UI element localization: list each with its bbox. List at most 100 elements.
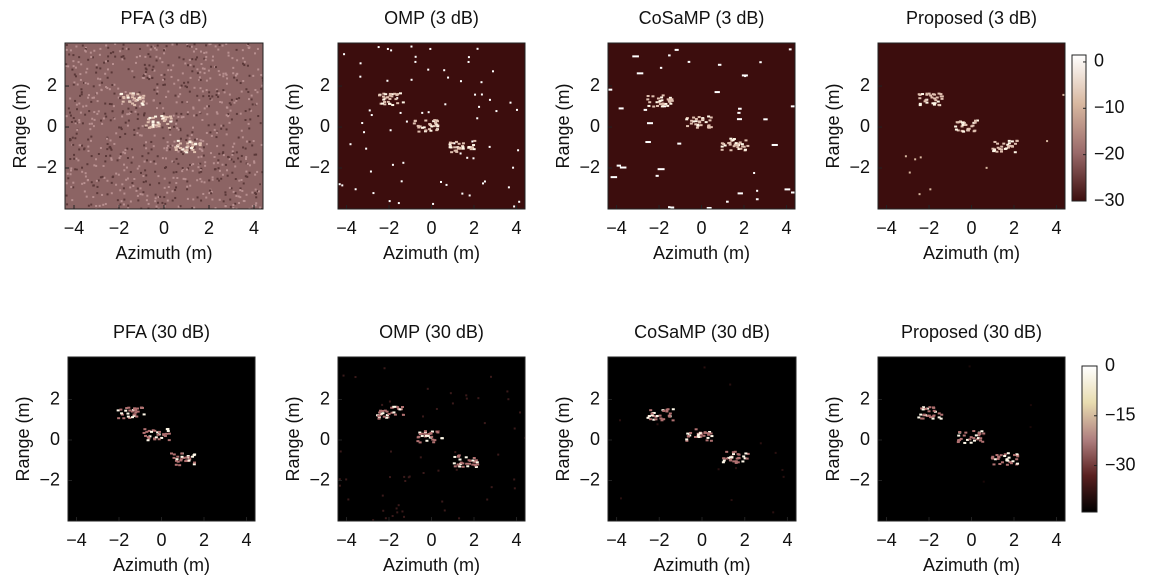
speckle <box>167 90 170 93</box>
target-spot <box>1007 139 1011 142</box>
speckle <box>89 128 92 131</box>
speckle <box>175 119 178 122</box>
speckle <box>259 122 262 125</box>
speckle <box>121 115 124 118</box>
speckle <box>518 411 521 414</box>
target-spot <box>126 96 130 99</box>
speckle <box>410 78 413 81</box>
target-spot <box>424 434 428 437</box>
speckle <box>397 504 400 507</box>
target-spot <box>706 126 710 129</box>
speckle <box>234 74 237 77</box>
target-spot <box>739 147 743 150</box>
target-spot <box>125 407 129 410</box>
speckle <box>111 110 114 113</box>
speckle <box>238 202 241 205</box>
speckle <box>233 142 236 145</box>
speckle <box>145 174 148 177</box>
target-spot <box>931 406 935 409</box>
y-tick-label: −2 <box>849 157 870 177</box>
speckle <box>200 63 203 66</box>
speckle <box>192 163 195 166</box>
speckle <box>737 111 741 114</box>
speckle <box>105 155 108 158</box>
speckle <box>65 44 68 47</box>
speckle <box>255 153 258 156</box>
speckle <box>370 114 373 117</box>
speckle <box>755 198 759 201</box>
speckle <box>245 140 248 143</box>
speckle <box>400 180 403 183</box>
speckle <box>156 201 159 204</box>
speckle <box>254 173 257 176</box>
speckle <box>207 105 210 108</box>
target-spot <box>135 415 139 418</box>
speckle <box>386 79 389 82</box>
speckle <box>453 142 456 145</box>
colorbar <box>1071 54 1087 202</box>
y-tick-label: 0 <box>320 429 330 449</box>
speckle <box>186 113 189 116</box>
speckle <box>72 117 75 120</box>
image-content <box>917 365 1032 483</box>
speckle <box>69 138 72 141</box>
speckle <box>165 45 168 48</box>
target-spot <box>732 460 736 463</box>
speckle <box>243 60 246 63</box>
speckle <box>106 136 109 139</box>
colorbar-tick-label: −10 <box>1094 97 1125 117</box>
speckle <box>138 105 141 108</box>
target-spot <box>958 431 962 434</box>
speckle <box>113 117 116 120</box>
speckle <box>175 157 178 160</box>
y-tick-label: 0 <box>860 116 870 136</box>
target-spot <box>650 414 654 417</box>
speckle <box>74 75 77 78</box>
speckle <box>78 102 81 105</box>
colorbar-tick-label: −15 <box>1105 405 1136 425</box>
speckle <box>173 82 176 85</box>
target-spot <box>198 142 202 145</box>
target-spot <box>665 410 669 413</box>
target-spot <box>436 125 440 128</box>
speckle <box>467 56 470 59</box>
target-spot <box>416 436 420 439</box>
speckle <box>774 451 777 454</box>
speckle <box>187 149 190 152</box>
target-spot <box>931 102 935 105</box>
speckle <box>97 179 100 182</box>
target-spot <box>666 104 670 107</box>
speckle <box>198 78 201 81</box>
speckle <box>759 442 762 445</box>
speckle <box>372 192 375 195</box>
target-spot <box>378 411 382 414</box>
speckle <box>118 126 121 129</box>
target-spot <box>474 465 478 468</box>
target-spot <box>174 146 178 149</box>
speckle <box>225 133 228 136</box>
speckle <box>220 101 223 104</box>
target-spot <box>393 413 397 416</box>
target-spot <box>974 434 978 437</box>
target-spot <box>386 100 390 103</box>
speckle <box>490 486 493 489</box>
speckle <box>248 127 251 130</box>
target-spot <box>972 430 976 433</box>
speckle <box>154 197 157 200</box>
speckle <box>171 199 174 202</box>
target-spot <box>185 146 189 149</box>
target-spot <box>741 460 745 463</box>
target-spot <box>140 102 144 105</box>
speckle <box>153 88 156 91</box>
speckle <box>161 201 164 204</box>
target-spot <box>381 95 385 98</box>
speckle <box>155 59 158 62</box>
target-spot <box>141 100 145 103</box>
speckle <box>72 60 75 63</box>
target-spot <box>134 409 138 412</box>
speckle <box>139 187 142 190</box>
speckle <box>645 141 651 144</box>
speckle <box>205 143 208 146</box>
speckle <box>212 162 215 165</box>
speckle <box>75 157 78 160</box>
